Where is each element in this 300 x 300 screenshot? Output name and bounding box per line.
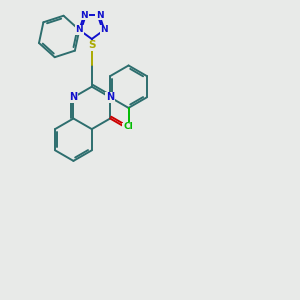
Text: Cl: Cl [124, 122, 134, 131]
Text: S: S [88, 40, 96, 50]
Text: N: N [76, 26, 83, 34]
Text: N: N [96, 11, 103, 20]
Text: N: N [80, 11, 88, 20]
Text: N: N [100, 26, 108, 34]
Text: O: O [123, 124, 132, 134]
Text: N: N [69, 92, 77, 102]
Text: N: N [106, 92, 114, 102]
